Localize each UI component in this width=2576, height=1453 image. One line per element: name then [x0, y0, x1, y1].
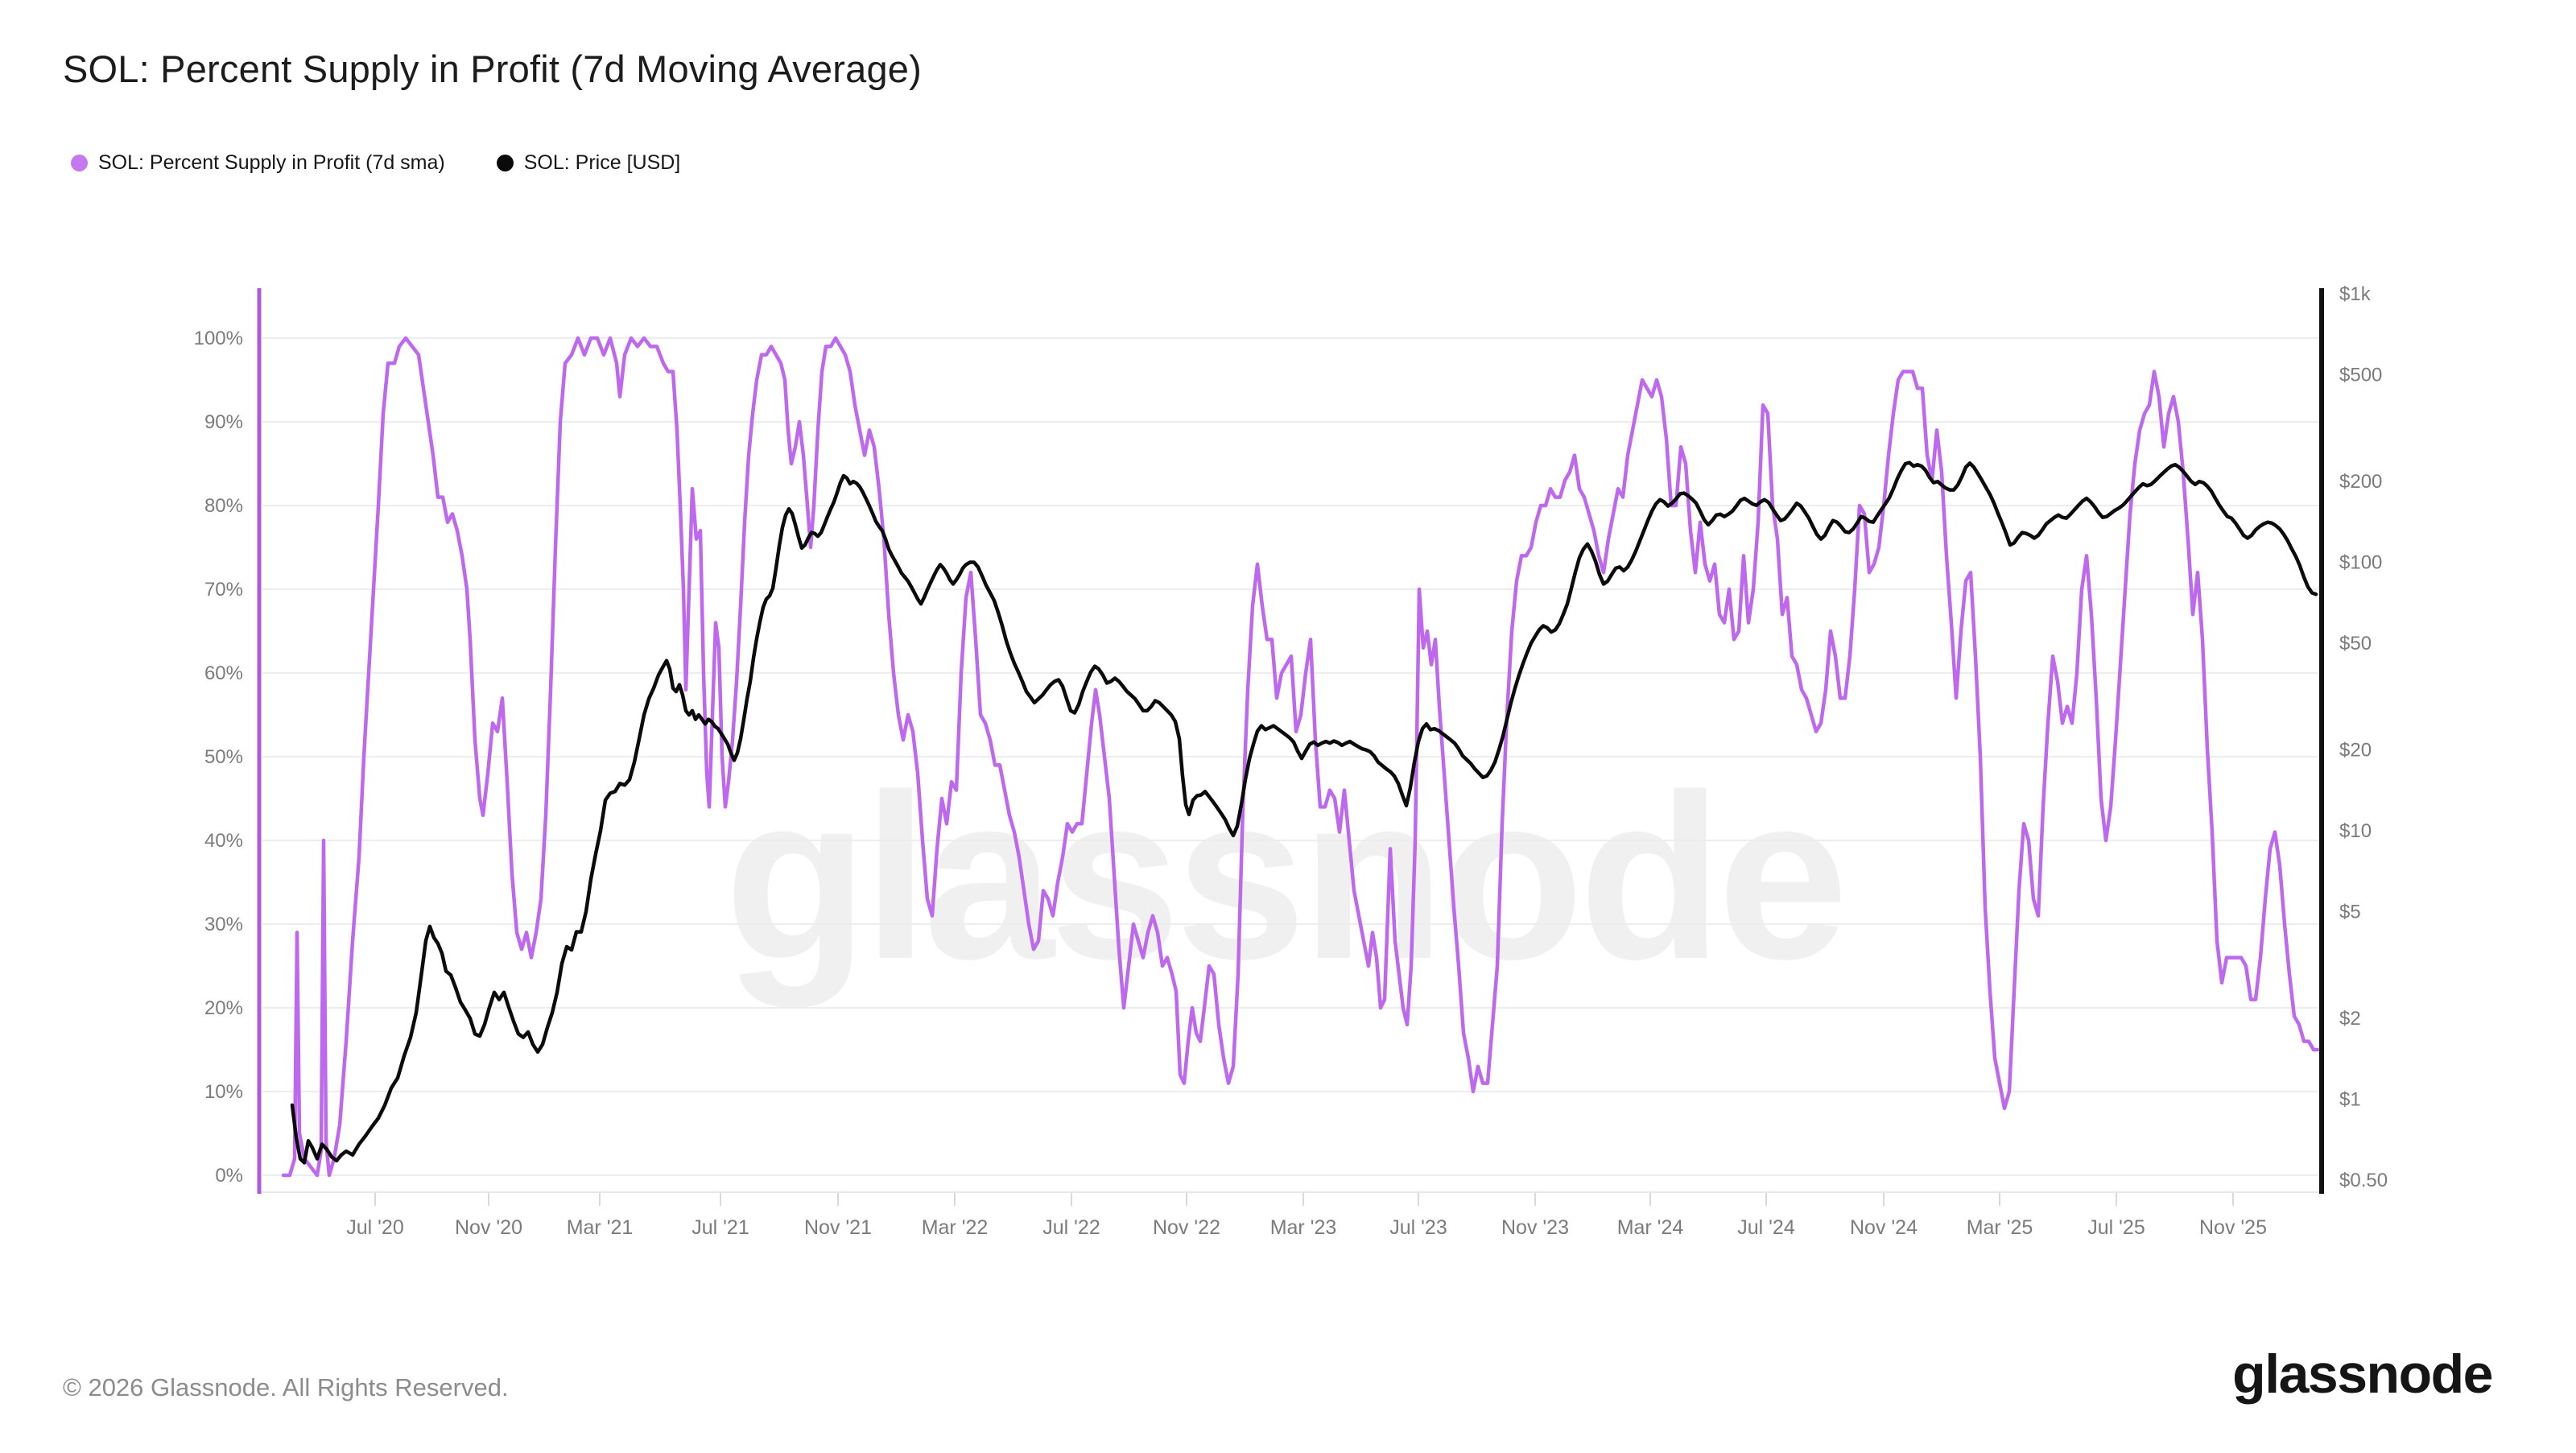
- svg-text:Nov '21: Nov '21: [804, 1216, 872, 1239]
- chart-plot-area[interactable]: [259, 288, 2322, 1192]
- svg-text:60%: 60%: [204, 663, 243, 684]
- svg-text:$200: $200: [2339, 471, 2382, 493]
- axis-labels: Jul '20 Nov '20 Mar '21 Jul '21 Nov '21 Mar '…: [194, 283, 2388, 1239]
- svg-text:$0.50: $0.50: [2339, 1170, 2388, 1191]
- svg-text:Nov '24: Nov '24: [1850, 1216, 1918, 1239]
- svg-text:$2: $2: [2339, 1008, 2361, 1030]
- svg-text:90%: 90%: [204, 411, 243, 433]
- svg-text:Mar '21: Mar '21: [567, 1216, 634, 1239]
- legend-item-price[interactable]: SOL: Price [USD]: [496, 151, 681, 175]
- svg-text:Jul '23: Jul '23: [1389, 1216, 1447, 1239]
- supply-series-dot-icon: [71, 155, 88, 171]
- svg-text:100%: 100%: [194, 328, 243, 349]
- legend-item-supply[interactable]: SOL: Percent Supply in Profit (7d sma): [71, 151, 445, 175]
- svg-text:Jul '25: Jul '25: [2087, 1216, 2145, 1239]
- axes: [257, 288, 2324, 1206]
- glassnode-logo[interactable]: glassnode: [2232, 1344, 2493, 1405]
- svg-text:50%: 50%: [204, 746, 243, 768]
- svg-text:Jul '20: Jul '20: [346, 1216, 403, 1239]
- price-series-dot-icon: [496, 155, 514, 171]
- svg-text:$1k: $1k: [2339, 283, 2372, 305]
- svg-text:Jul '21: Jul '21: [691, 1216, 749, 1239]
- svg-text:$50: $50: [2339, 633, 2372, 654]
- svg-text:$10: $10: [2339, 820, 2372, 842]
- gridlines: [259, 337, 2322, 1193]
- svg-text:Mar '22: Mar '22: [922, 1216, 989, 1239]
- svg-text:20%: 20%: [204, 997, 243, 1019]
- page-title: SOL: Percent Supply in Profit (7d Moving…: [63, 47, 922, 90]
- svg-text:70%: 70%: [204, 579, 243, 601]
- svg-text:$100: $100: [2339, 552, 2382, 574]
- svg-text:Mar '23: Mar '23: [1270, 1216, 1337, 1239]
- svg-text:30%: 30%: [204, 914, 243, 935]
- svg-text:10%: 10%: [204, 1081, 243, 1103]
- svg-text:$1: $1: [2339, 1089, 2361, 1111]
- chart-legend: SOL: Percent Supply in Profit (7d sma) S…: [71, 151, 732, 175]
- glassnode-watermark: glassnode: [724, 745, 1843, 1009]
- svg-text:Jul '24: Jul '24: [1737, 1216, 1795, 1239]
- svg-text:Nov '20: Nov '20: [455, 1216, 522, 1239]
- series-lines: [281, 336, 2320, 1178]
- svg-text:$500: $500: [2339, 364, 2382, 386]
- svg-text:Jul '22: Jul '22: [1042, 1216, 1100, 1239]
- svg-text:80%: 80%: [204, 495, 243, 517]
- svg-text:Nov '23: Nov '23: [1501, 1216, 1569, 1239]
- svg-text:40%: 40%: [204, 830, 243, 852]
- svg-text:Mar '25: Mar '25: [1967, 1216, 2033, 1239]
- svg-text:Nov '25: Nov '25: [2199, 1216, 2267, 1239]
- svg-text:Nov '22: Nov '22: [1153, 1216, 1220, 1239]
- svg-text:0%: 0%: [215, 1165, 243, 1187]
- svg-text:Mar '24: Mar '24: [1617, 1216, 1684, 1239]
- copyright-text: © 2026 Glassnode. All Rights Reserved.: [63, 1373, 509, 1401]
- legend-label-price: SOL: Price [USD]: [523, 151, 681, 174]
- legend-label-supply: SOL: Percent Supply in Profit (7d sma): [98, 151, 445, 174]
- svg-text:$5: $5: [2339, 901, 2361, 923]
- svg-text:$20: $20: [2339, 740, 2372, 762]
